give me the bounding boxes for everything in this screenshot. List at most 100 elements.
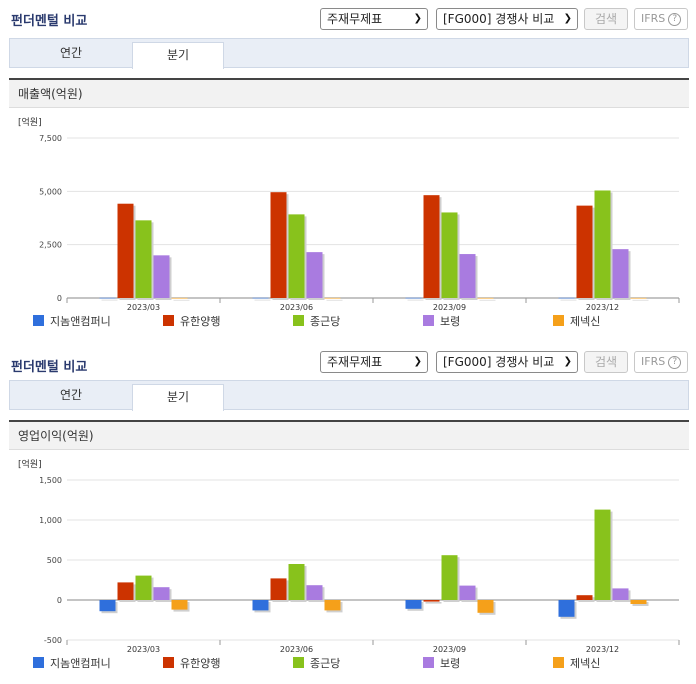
chevron-down-icon: ❯: [413, 356, 422, 367]
bar[interactable]: [405, 600, 422, 609]
legend-label: 종근당: [310, 315, 340, 328]
bar[interactable]: [99, 297, 116, 299]
bar[interactable]: [117, 203, 134, 298]
legend-label: 유한양행: [180, 315, 220, 328]
bar[interactable]: [423, 195, 440, 298]
legend-item[interactable]: 종근당: [293, 315, 340, 328]
bar[interactable]: [558, 297, 575, 299]
ifrs-button[interactable]: IFRS?: [634, 351, 688, 373]
legend-label: 지놈앤컴퍼니: [50, 657, 111, 670]
y-tick-label: 0: [57, 294, 62, 303]
bar[interactable]: [576, 205, 593, 298]
report-select-value: 주재무제표: [327, 355, 383, 369]
bar-shadow: [560, 299, 577, 301]
bar[interactable]: [306, 252, 323, 298]
x-tick-label: 2023/06: [280, 303, 313, 312]
bar[interactable]: [612, 249, 629, 298]
bar-shadow: [173, 299, 190, 301]
bar[interactable]: [441, 555, 458, 600]
bar[interactable]: [270, 578, 287, 600]
report-select-value: 주재무제표: [327, 12, 383, 26]
bar[interactable]: [576, 595, 593, 600]
bar[interactable]: [477, 600, 494, 613]
x-tick-label: 2023/06: [280, 645, 313, 654]
legend-item[interactable]: 제넥신: [553, 315, 600, 328]
bar[interactable]: [324, 297, 341, 299]
legend-item[interactable]: 제넥신: [553, 657, 600, 670]
legend-item[interactable]: 유한양행: [163, 657, 220, 670]
report-select[interactable]: 주재무제표 ❯: [320, 8, 428, 30]
legend-item[interactable]: 지놈앤컴퍼니: [33, 315, 111, 328]
legend-label: 유한양행: [180, 657, 220, 670]
legend-item[interactable]: 유한양행: [163, 315, 220, 328]
legend-swatch: [293, 315, 304, 326]
search-button[interactable]: 검색: [584, 8, 628, 30]
bar[interactable]: [405, 297, 422, 299]
ifrs-label: IFRS: [641, 12, 666, 25]
bar[interactable]: [324, 600, 341, 611]
bar[interactable]: [594, 190, 611, 298]
bar[interactable]: [558, 600, 575, 617]
bar[interactable]: [594, 509, 611, 600]
legend-item[interactable]: 종근당: [293, 657, 340, 670]
tab-annual[interactable]: 연간: [59, 46, 83, 60]
bar[interactable]: [306, 585, 323, 600]
report-select[interactable]: 주재무제표 ❯: [320, 351, 428, 373]
legend-label: 지놈앤컴퍼니: [50, 315, 111, 328]
bar[interactable]: [612, 588, 629, 600]
bar[interactable]: [171, 297, 188, 299]
bar-shadow: [254, 299, 271, 301]
unit-label: [억원]: [18, 116, 42, 128]
bar[interactable]: [459, 585, 476, 600]
bar[interactable]: [135, 220, 152, 298]
tab-quarterly[interactable]: 분기: [132, 42, 224, 69]
bar[interactable]: [171, 600, 188, 610]
bar[interactable]: [252, 297, 269, 299]
legend-item[interactable]: 보령: [423, 657, 460, 670]
tab-annual[interactable]: 연간: [59, 388, 83, 402]
y-tick-label: 2,500: [39, 241, 62, 250]
bar-shadow: [632, 299, 649, 301]
search-button[interactable]: 검색: [584, 351, 628, 373]
legend-swatch: [33, 657, 44, 668]
ifrs-button[interactable]: IFRS?: [634, 8, 688, 30]
bar[interactable]: [117, 582, 134, 600]
operating-profit-chart: [억원] -500 0 500 1,000 1,500 2023/03 2023/06 2023…: [18, 458, 680, 670]
bar[interactable]: [441, 212, 458, 298]
compare-select-value: [FG000] 경쟁사 비교: [443, 12, 555, 26]
bar[interactable]: [630, 297, 647, 299]
bar[interactable]: [630, 600, 647, 604]
legend-item[interactable]: 지놈앤컴퍼니: [33, 657, 111, 670]
bar[interactable]: [288, 564, 305, 600]
help-icon: ?: [668, 13, 682, 26]
compare-select[interactable]: [FG000] 경쟁사 비교 ❯: [436, 8, 578, 30]
legend-swatch: [163, 657, 174, 668]
bar[interactable]: [153, 255, 170, 298]
chevron-down-icon: ❯: [563, 13, 572, 24]
legend-swatch: [423, 657, 434, 668]
bar[interactable]: [477, 297, 494, 299]
help-icon: ?: [668, 356, 682, 369]
page-title: 펀더멘털 비교: [11, 14, 88, 29]
page-title: 펀더멘털 비교: [11, 360, 88, 375]
bar[interactable]: [153, 587, 170, 600]
bar[interactable]: [135, 575, 152, 600]
legend-item[interactable]: 보령: [423, 315, 460, 328]
legend-swatch: [293, 657, 304, 668]
period-tabs: 연간 분기: [9, 38, 689, 69]
ifrs-label: IFRS: [641, 355, 666, 368]
bar[interactable]: [270, 192, 287, 298]
compare-select-value: [FG000] 경쟁사 비교: [443, 355, 555, 369]
legend-swatch: [163, 315, 174, 326]
bar[interactable]: [99, 600, 116, 612]
legend-swatch: [423, 315, 434, 326]
bar[interactable]: [252, 600, 269, 611]
tab-quarterly[interactable]: 분기: [132, 384, 224, 411]
y-tick-label: 5,000: [39, 187, 62, 196]
compare-select[interactable]: [FG000] 경쟁사 비교 ❯: [436, 351, 578, 373]
legend-swatch: [33, 315, 44, 326]
x-tick-label: 2023/12: [586, 645, 619, 654]
bar[interactable]: [288, 214, 305, 298]
bar[interactable]: [459, 254, 476, 298]
bar[interactable]: [423, 600, 440, 602]
